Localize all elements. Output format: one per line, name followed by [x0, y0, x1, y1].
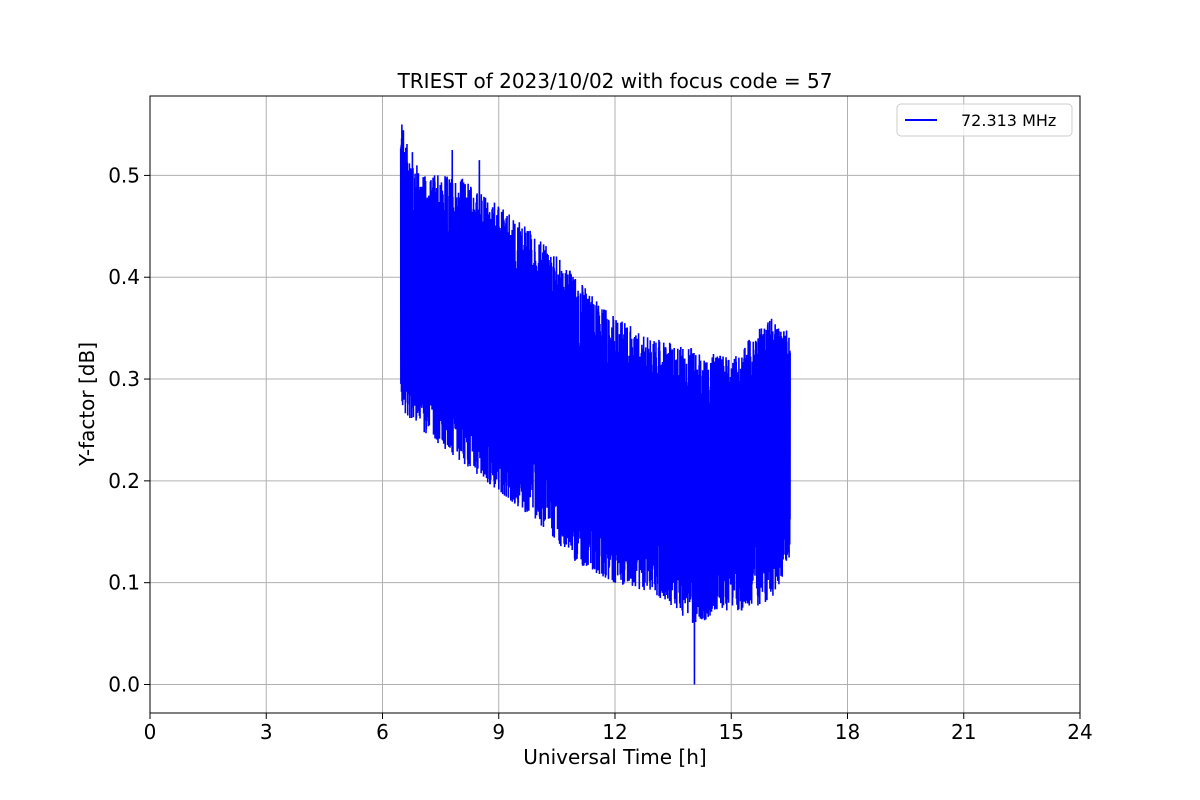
y-tick-label: 0.0 — [108, 672, 140, 696]
x-tick-label: 24 — [1067, 720, 1092, 744]
plot-area — [399, 124, 791, 685]
x-axis: 0 3 6 9 12 15 18 21 24 — [144, 713, 1093, 744]
x-tick-label: 6 — [376, 720, 389, 744]
y-tick-label: 0.4 — [108, 265, 140, 289]
legend-label: 72.313 MHz — [961, 111, 1056, 130]
x-tick-label: 9 — [492, 720, 505, 744]
legend: 72.313 MHz — [896, 103, 1073, 137]
x-tick-label: 18 — [835, 720, 860, 744]
x-tick-label: 0 — [144, 720, 157, 744]
chart-title: TRIEST of 2023/10/02 with focus code = 5… — [397, 69, 833, 93]
x-tick-label: 21 — [951, 720, 976, 744]
y-tick-label: 0.2 — [108, 469, 140, 493]
x-tick-label: 3 — [260, 720, 273, 744]
y-axis: 0.0 0.1 0.2 0.3 0.4 0.5 — [108, 163, 150, 696]
series-line-72-313-mhz — [399, 124, 791, 685]
y-tick-label: 0.1 — [108, 571, 140, 595]
legend-box — [896, 103, 1073, 137]
x-tick-label: 12 — [602, 720, 627, 744]
y-axis-label: Y-factor [dB] — [75, 342, 99, 467]
x-axis-label: Universal Time [h] — [523, 745, 706, 769]
y-tick-label: 0.5 — [108, 163, 140, 187]
y-tick-label: 0.3 — [108, 367, 140, 391]
x-tick-label: 15 — [719, 720, 744, 744]
